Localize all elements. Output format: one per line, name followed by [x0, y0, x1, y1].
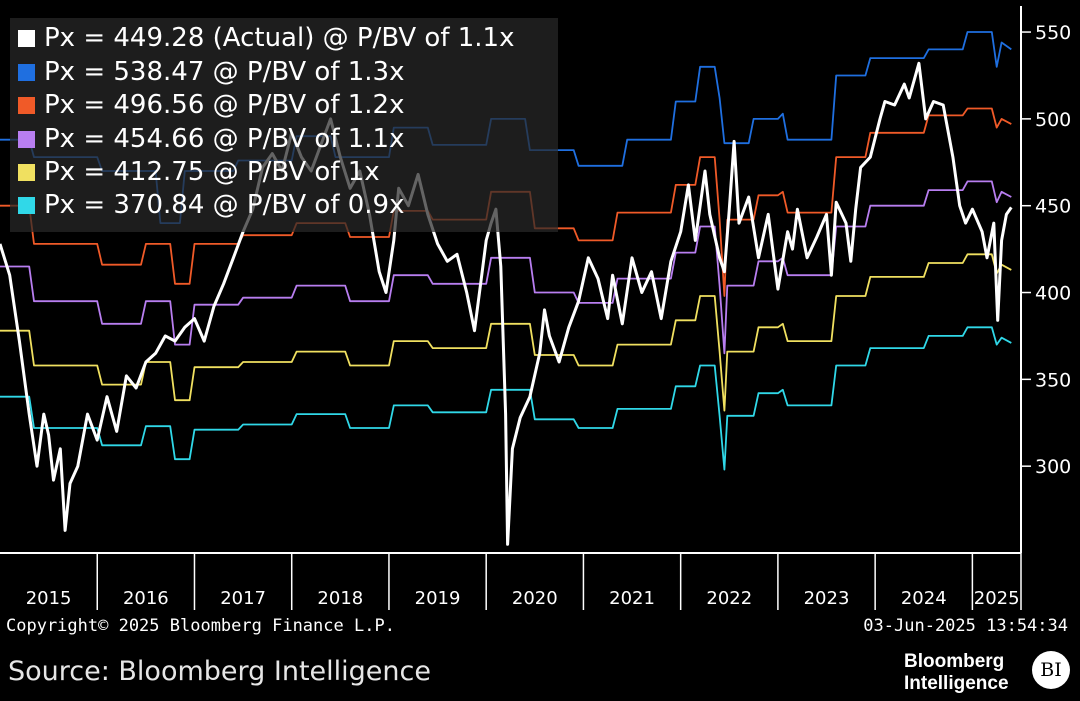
x-tick-label-1: 2016: [123, 588, 169, 609]
x-tick-label-6: 2021: [609, 588, 655, 609]
x-tick-label-8: 2023: [804, 588, 850, 609]
y-tick-label-5: 550: [1035, 22, 1071, 44]
x-tick-label-7: 2022: [706, 588, 752, 609]
x-tick-label-3: 2018: [317, 588, 363, 609]
legend-swatch-1-3x: [18, 63, 35, 81]
timestamp-text: 03-Jun-2025 13:54:34: [863, 616, 1068, 636]
y-tick-label-2: 400: [1035, 283, 1071, 305]
x-tick-label-4: 2019: [415, 588, 461, 609]
x-tick-label-0: 2015: [26, 588, 72, 609]
series-layer: [0, 31, 1013, 546]
x-tick-label-10: 2025: [974, 588, 1020, 609]
legend: Px = 449.28 (Actual) @ P/BV of 1.1x Px =…: [10, 18, 558, 232]
legend-label-1-3x: Px = 538.47 @ P/BV of 1.3x: [44, 57, 405, 87]
legend-swatch-0-9x: [18, 196, 35, 214]
y-tick-label-3: 450: [1035, 196, 1071, 218]
legend-swatch-1x: [18, 163, 35, 181]
legend-swatch-1-1x: [18, 130, 35, 148]
series-line-5: [0, 61, 1013, 546]
brand-line-2: Intelligence: [904, 673, 1009, 694]
x-tick-label-9: 2024: [901, 588, 947, 609]
legend-item-1-1x: Px = 454.66 @ P/BV of 1.1x: [18, 123, 404, 155]
y-tick-label-1: 350: [1035, 369, 1071, 391]
brand-logo: Bloomberg Intelligence: [904, 651, 1009, 695]
legend-label-1-2x: Px = 496.56 @ P/BV of 1.2x: [44, 90, 405, 120]
legend-item-1x: Px = 412.75 @ P/BV of 1x: [18, 156, 380, 188]
legend-item-actual: Px = 449.28 (Actual) @ P/BV of 1.1x: [18, 22, 514, 54]
x-tick-label-2: 2017: [220, 588, 266, 609]
series-line-3: [0, 253, 1012, 412]
legend-item-1-3x: Px = 538.47 @ P/BV of 1.3x: [18, 56, 404, 88]
series-line-4: [0, 326, 1012, 471]
legend-label-1x: Px = 412.75 @ P/BV of 1x: [44, 157, 380, 187]
brand-line-1: Bloomberg: [904, 651, 1005, 672]
y-tick-label-4: 500: [1035, 109, 1071, 131]
bi-badge-icon: BI: [1032, 651, 1070, 689]
legend-label-0-9x: Px = 370.84 @ P/BV of 0.9x: [44, 190, 405, 220]
series-line-2: [0, 180, 1012, 355]
legend-label-actual: Px = 449.28 (Actual) @ P/BV of 1.1x: [44, 23, 515, 53]
x-tick-label-5: 2020: [512, 588, 558, 609]
legend-item-1-2x: Px = 496.56 @ P/BV of 1.2x: [18, 89, 404, 121]
copyright-text: Copyright© 2025 Bloomberg Finance L.P.: [6, 616, 395, 636]
legend-swatch-actual: [18, 29, 35, 47]
legend-label-1-1x: Px = 454.66 @ P/BV of 1.1x: [44, 124, 405, 154]
y-tick-label-0: 300: [1035, 456, 1071, 478]
series-line-1: [0, 107, 1012, 297]
axis-layer: 300 350 400 450 500 550 2015 2016 2017 2018 2019 20…: [0, 6, 1071, 610]
legend-item-0-9x: Px = 370.84 @ P/BV of 0.9x: [18, 189, 404, 221]
legend-swatch-1-2x: [18, 96, 35, 114]
source-text: Source: Bloomberg Intelligence: [8, 656, 431, 687]
